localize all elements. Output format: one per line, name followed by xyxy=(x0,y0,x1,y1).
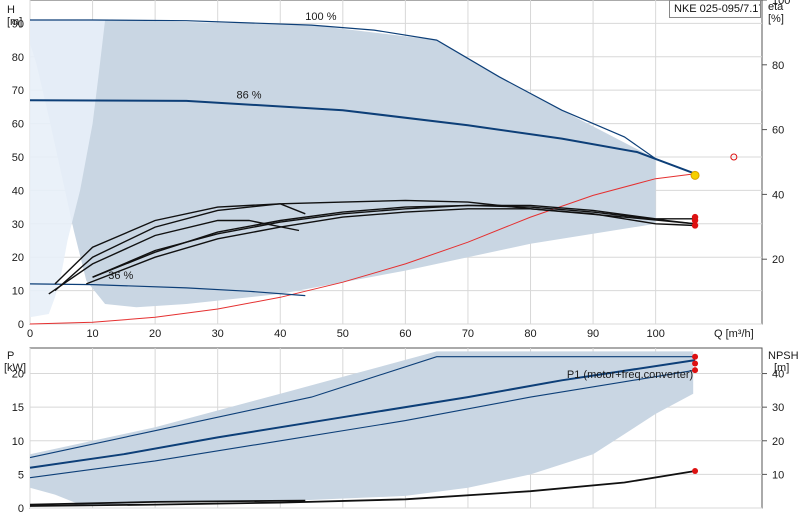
qh-speed-curve xyxy=(30,19,656,160)
qh-y-tick-label: 10 xyxy=(12,286,24,298)
q-x-tick-label: 30 xyxy=(212,328,224,340)
npsh-axis-unit: [m] xyxy=(774,362,789,374)
npsh-curve xyxy=(29,499,306,506)
npsh-tick-label: 10 xyxy=(772,469,784,481)
q-x-tick-label: 90 xyxy=(587,328,599,340)
eta-tick-label: 40 xyxy=(772,189,784,201)
qh-y-tick-label: 90 xyxy=(12,18,24,30)
power-curve xyxy=(29,369,696,479)
power-y-tick-label: 5 xyxy=(18,469,24,481)
label-100-percent: 100 % xyxy=(305,11,336,23)
npsh-axis-title: NPSH xyxy=(768,350,799,362)
q-x-tick-label: 40 xyxy=(274,328,286,340)
qh-y-tick-label: 0 xyxy=(18,319,24,331)
q-x-tick-label: 60 xyxy=(399,328,411,340)
label-86-percent: 86 % xyxy=(236,90,261,102)
p1-legend-label: P1 (motor+freq.converter) xyxy=(567,369,693,381)
power-y-tick-label: 15 xyxy=(12,402,24,414)
qh-y-tick-label: 20 xyxy=(12,252,24,264)
npsh-tick-label: 20 xyxy=(772,436,784,448)
power-curve xyxy=(29,356,696,459)
efficiency-curve xyxy=(92,204,696,278)
qh-speed-curve xyxy=(29,283,306,297)
power-y-axis-unit: [kW] xyxy=(4,362,26,374)
qh-light-envelope xyxy=(30,20,106,318)
eta-axis-unit: [%] xyxy=(768,13,784,25)
eta-tick-label: 60 xyxy=(772,125,784,137)
eta-tick-label: 20 xyxy=(772,254,784,266)
q-x-tick-label: 80 xyxy=(524,328,536,340)
q-x-tick-label: 100 xyxy=(646,328,664,340)
qh-y-tick-label: 40 xyxy=(12,185,24,197)
q-x-tick-label: 10 xyxy=(86,328,98,340)
open-reference-marker xyxy=(730,153,738,161)
pump-model-label: NKE 025-095/7.17 xyxy=(669,0,761,18)
efficiency-curve xyxy=(48,219,300,295)
qh-speed-curve xyxy=(29,99,696,175)
power-operating-envelope xyxy=(30,351,694,506)
efficiency-curve xyxy=(54,203,306,292)
q-x-tick-label: 70 xyxy=(462,328,474,340)
power-point-marker xyxy=(692,360,699,367)
system-curve xyxy=(29,173,696,325)
q-x-tick-label: 20 xyxy=(149,328,161,340)
power-y-tick-label: 0 xyxy=(18,503,24,515)
power-point-marker xyxy=(692,367,699,374)
operating-point-marker xyxy=(691,222,699,229)
qh-y-tick-label: 50 xyxy=(12,152,24,164)
efficiency-curve xyxy=(86,208,696,285)
eta-tick-label: 80 xyxy=(772,60,784,72)
qh-y-tick-label: 70 xyxy=(12,85,24,97)
power-point-marker xyxy=(692,353,699,360)
power-point-marker xyxy=(692,468,699,475)
p1-power-curve xyxy=(29,359,696,469)
npsh-tick-label: 30 xyxy=(772,402,784,414)
duty-point-marker xyxy=(690,170,700,180)
npsh-curve xyxy=(29,470,696,507)
power-y-tick-label: 10 xyxy=(12,436,24,448)
eta-tick-label: 100 xyxy=(772,0,790,7)
qh-y-axis-unit: [m] xyxy=(7,16,22,28)
power-y-axis-title: P xyxy=(7,350,14,362)
q-x-tick-label: 0 xyxy=(27,328,33,340)
qh-y-tick-label: 80 xyxy=(12,52,24,64)
qh-y-axis-title: H xyxy=(7,4,15,16)
operating-point-marker xyxy=(691,213,699,221)
q-x-tick-label: 50 xyxy=(337,328,349,340)
power-y-tick-label: 20 xyxy=(12,369,24,381)
qh-operating-envelope xyxy=(30,20,656,308)
qh-y-tick-label: 30 xyxy=(12,219,24,231)
eta-axis-title: eta xyxy=(768,1,784,13)
npsh-tick-label: 40 xyxy=(772,369,784,381)
label-36-percent: 36 % xyxy=(108,270,133,282)
q-x-axis-title: Q [m³/h] xyxy=(714,328,754,340)
qh-y-tick-label: 60 xyxy=(12,119,24,131)
